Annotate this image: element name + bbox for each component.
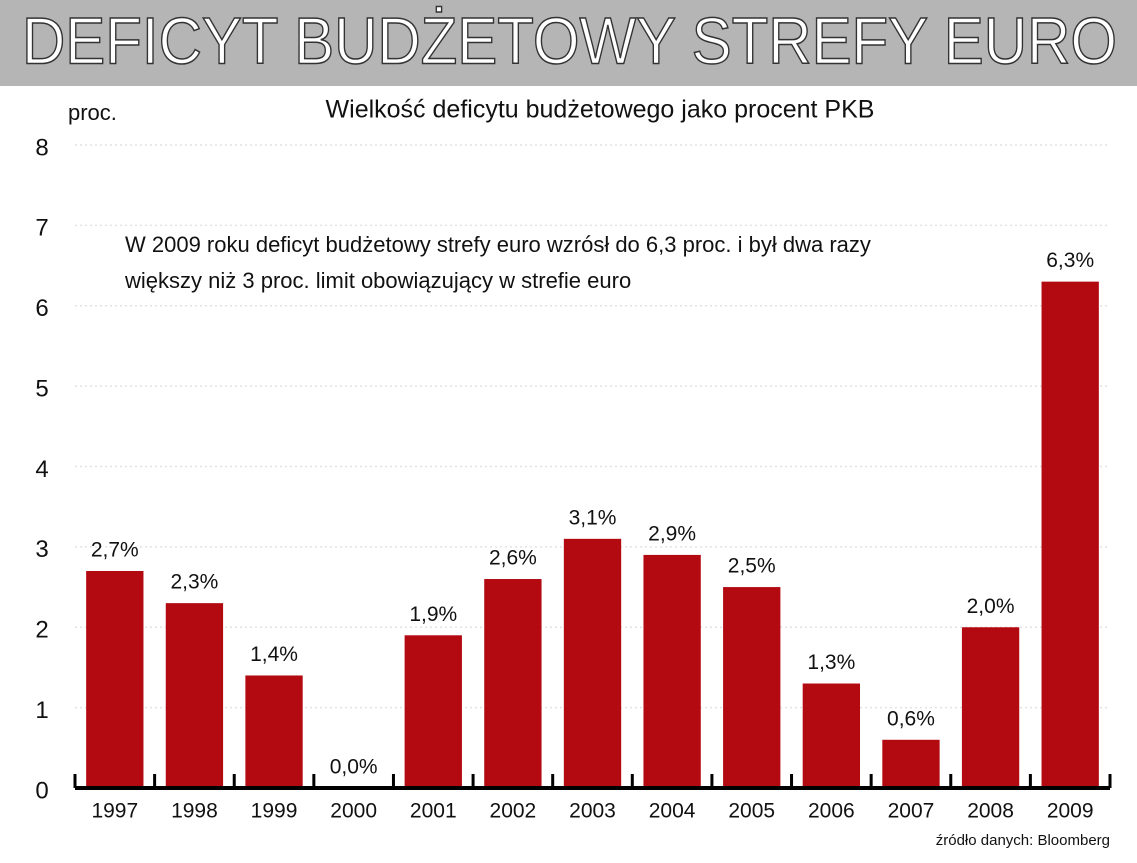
bar <box>245 675 303 788</box>
bar <box>563 538 622 788</box>
bar <box>882 739 940 788</box>
x-tick-label: 2004 <box>649 800 696 823</box>
chart-title: DEFICYT BUDŻETOWY STREFY EURO <box>22 3 1117 77</box>
bar <box>1041 281 1099 788</box>
x-tick-label: 1999 <box>251 800 298 823</box>
x-tick-label: 2009 <box>1047 800 1094 823</box>
bar <box>404 635 462 788</box>
header-band <box>0 0 1137 86</box>
value-label: 2,5% <box>728 555 776 578</box>
value-label: 0,6% <box>887 707 935 730</box>
value-label: 1,9% <box>409 603 457 626</box>
value-label: 0,0% <box>330 756 378 779</box>
x-tick-label: 2002 <box>490 800 537 823</box>
annotation: większy niż 3 proc. limit obowiązujący w… <box>124 268 631 293</box>
y-tick-label: 5 <box>35 375 48 402</box>
y-tick-label: 4 <box>35 456 48 483</box>
bar <box>961 627 1020 788</box>
y-tick-label: 8 <box>35 134 48 161</box>
y-tick-label: 6 <box>35 295 48 322</box>
value-label: 3,1% <box>569 506 617 529</box>
value-label: 2,7% <box>91 539 139 562</box>
x-tick-label: 1998 <box>171 800 218 823</box>
bar <box>165 603 224 788</box>
y-tick-label: 7 <box>35 215 48 242</box>
source: źródło danych: Bloomberg <box>936 832 1110 849</box>
annotation: W 2009 roku deficyt budżetowy strefy eur… <box>125 232 871 257</box>
chart-subtitle: Wielkość deficytu budżetowego jako proce… <box>326 96 875 124</box>
value-label: 1,4% <box>250 643 298 666</box>
value-label: 6,3% <box>1046 249 1094 272</box>
bar <box>802 683 861 788</box>
y-tick-label: 2 <box>35 617 48 644</box>
x-tick-label: 2001 <box>410 800 457 823</box>
y-tick-label: 1 <box>35 697 48 724</box>
bar <box>86 570 144 788</box>
x-tick-label: 1997 <box>91 800 138 823</box>
x-tick-label: 2007 <box>888 800 935 823</box>
bar <box>484 579 542 788</box>
y-axis-label: proc. <box>68 100 117 125</box>
y-tick-label: 3 <box>35 536 48 563</box>
y-tick-label: 0 <box>35 777 48 804</box>
value-label: 1,3% <box>807 651 855 674</box>
value-label: 2,6% <box>489 547 537 570</box>
value-label: 2,3% <box>170 571 218 594</box>
value-label: 2,0% <box>967 595 1015 618</box>
x-tick-label: 2003 <box>569 800 616 823</box>
bar <box>643 554 701 788</box>
x-tick-label: 2005 <box>728 800 775 823</box>
x-tick-label: 2000 <box>330 800 377 823</box>
x-tick-label: 2006 <box>808 800 855 823</box>
bar <box>723 587 781 788</box>
value-label: 2,9% <box>648 522 696 545</box>
x-tick-label: 2008 <box>967 800 1014 823</box>
